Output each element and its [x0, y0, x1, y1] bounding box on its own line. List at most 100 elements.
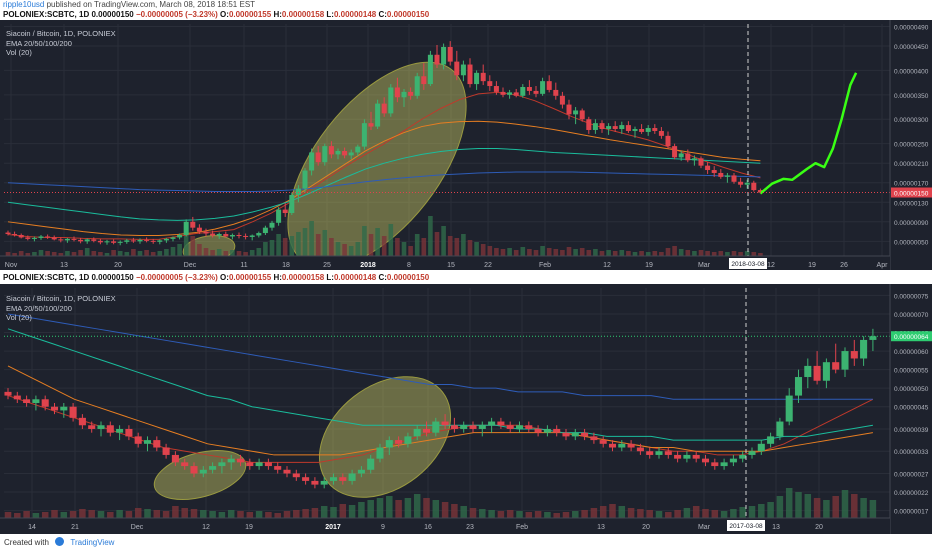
volume-bar	[104, 253, 110, 256]
candle-body	[546, 81, 552, 90]
candle-body	[32, 399, 40, 403]
volume-bar	[25, 253, 31, 256]
volume-bar	[618, 506, 626, 518]
x-tick-label: 19	[645, 262, 653, 269]
volume-bar	[851, 494, 858, 518]
x-tick-label: 20	[114, 262, 122, 269]
x-tick-label: 19	[245, 524, 253, 531]
candle	[78, 237, 84, 244]
candle-body	[513, 92, 519, 96]
candle-body	[562, 432, 570, 437]
volume-bar	[487, 246, 493, 256]
candle-body	[506, 425, 514, 429]
candle	[302, 168, 308, 193]
candle	[474, 70, 480, 90]
candle	[60, 403, 68, 418]
candle	[274, 462, 282, 474]
x-tick-label: 13	[597, 524, 605, 531]
candle-body	[106, 425, 114, 433]
volume-bar	[79, 509, 86, 518]
volume-bar	[368, 234, 374, 256]
candle	[190, 462, 198, 478]
candle-body	[590, 436, 598, 441]
volume-bar	[283, 511, 291, 518]
candle-body	[841, 351, 849, 370]
chart2-svg[interactable]: 0.000000750.000000700.000000650.00000060…	[0, 284, 932, 534]
ema50-line	[7, 120, 761, 236]
volume-bar	[767, 502, 774, 518]
y-tick-label: 0.00000250	[894, 142, 929, 149]
candle-body	[674, 454, 682, 459]
x-tick-label: Nov	[5, 262, 18, 269]
y-tick-label: 0.00000210	[894, 161, 929, 168]
candle-body	[229, 234, 235, 237]
chart1-legend-vol: Vol (20)	[6, 48, 32, 57]
x-tick-label: 13	[772, 524, 780, 531]
candle-body	[612, 126, 618, 130]
candle-body	[25, 237, 31, 239]
candle-body	[711, 462, 719, 467]
chart1-h: 0.00000158	[281, 10, 325, 19]
candle-body	[196, 227, 202, 232]
candle	[665, 131, 671, 149]
candle	[69, 403, 77, 422]
candle	[381, 97, 387, 117]
candle	[163, 237, 169, 243]
last-price-tag-label: 0.00000064	[894, 334, 929, 341]
candle	[738, 177, 744, 188]
volume-bar	[38, 250, 44, 256]
footer-created: Created with	[4, 538, 49, 547]
candle-body	[60, 406, 68, 411]
volume-bar	[157, 251, 163, 256]
candle-body	[724, 175, 730, 177]
chart2-last: 0.00000150	[91, 273, 134, 282]
volume-bar	[573, 249, 578, 256]
candle-body	[672, 146, 678, 158]
volume-bar	[249, 250, 255, 256]
x-tick-label: 20	[815, 524, 823, 531]
volume-bar	[274, 513, 281, 518]
candle	[311, 477, 319, 489]
candle-body	[183, 221, 189, 235]
y-tick-label: 0.00000060	[894, 349, 929, 356]
publisher-link[interactable]: ripple10usd	[3, 0, 45, 9]
volume-bar	[386, 496, 393, 518]
candle-body	[414, 76, 420, 96]
y-tick-label: 0.00000400	[894, 68, 929, 75]
candle	[78, 414, 86, 429]
candle-body	[368, 123, 374, 127]
candle-body	[385, 440, 393, 448]
volume-bar	[739, 507, 746, 518]
volume-bar	[330, 507, 337, 518]
candle	[488, 417, 496, 433]
candle-body	[767, 436, 775, 444]
volume-bar	[71, 252, 77, 256]
candle	[493, 81, 499, 95]
candle-body	[255, 462, 263, 467]
candle	[150, 238, 156, 244]
candle-body	[283, 469, 291, 474]
candle-body	[376, 447, 384, 459]
footer-brand-link[interactable]: TradingView	[70, 538, 115, 547]
chart1-panel[interactable]: 0.00000490 0.00000450 0.00000400 0.00000350…	[0, 20, 932, 270]
candle	[599, 120, 605, 133]
volume-bar	[428, 216, 433, 256]
candle-body	[292, 473, 300, 478]
candle	[590, 432, 598, 444]
candle-body	[78, 239, 84, 242]
candle-body	[692, 454, 700, 459]
x-tick-label: 21	[71, 524, 79, 531]
candle	[691, 155, 697, 166]
chart1-svg[interactable]: 0.00000490 0.00000450 0.00000400 0.00000350…	[0, 20, 932, 270]
candle-body	[432, 421, 440, 433]
candle-body	[348, 152, 354, 156]
chart1-legend: Siacoin / Bitcoin, 1D, POLONIEX EMA 20/5…	[6, 29, 116, 58]
candle	[289, 192, 295, 215]
chart2-panel[interactable]: 0.000000750.000000700.000000650.00000060…	[0, 284, 932, 534]
candle	[592, 119, 598, 134]
candle	[421, 63, 427, 90]
candle	[599, 436, 607, 448]
volume-bar	[572, 511, 579, 518]
candle	[50, 403, 59, 415]
volume-bar	[41, 512, 49, 518]
